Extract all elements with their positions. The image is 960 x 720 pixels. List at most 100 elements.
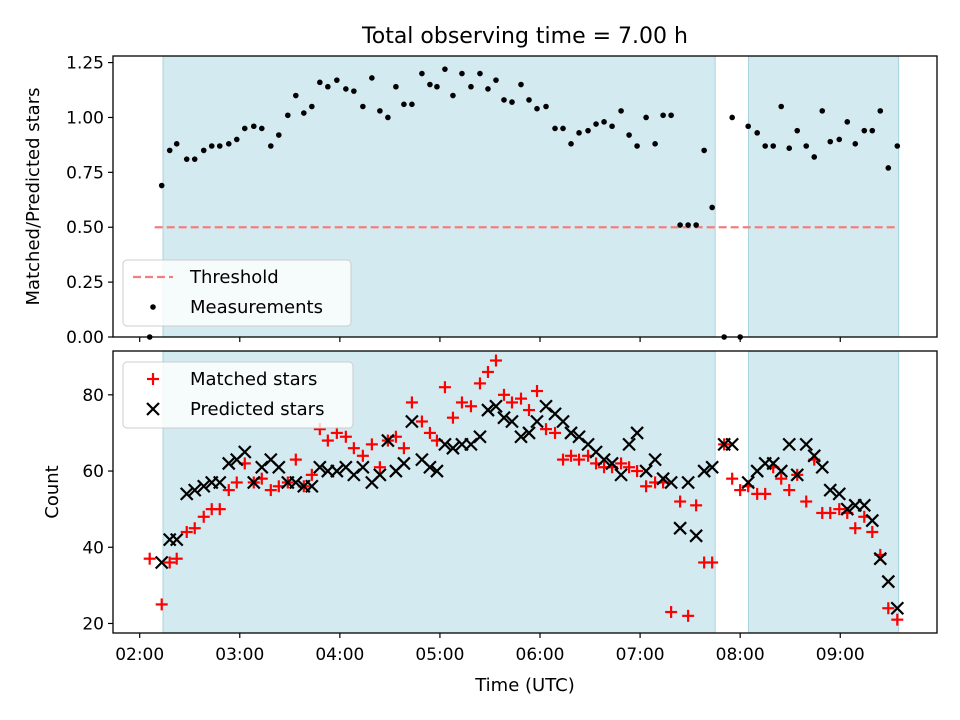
predicted-star-point bbox=[857, 498, 872, 513]
matched-star-point bbox=[339, 430, 352, 443]
measurement-point bbox=[276, 132, 282, 138]
chart-title: Total observing time = 7.00 h bbox=[361, 24, 688, 49]
measurement-point bbox=[869, 127, 876, 134]
measurement-point bbox=[652, 141, 658, 147]
top-legend-box bbox=[122, 259, 352, 327]
predicted-star-point bbox=[481, 403, 495, 417]
measurement-point bbox=[601, 119, 607, 125]
predicted-star-point bbox=[673, 521, 687, 535]
matched-star-point bbox=[800, 495, 813, 508]
x-axis-label: Time (UTC) bbox=[474, 675, 575, 696]
top-panel: 0.00 0.25 0.50 0.75 1.00 1.25 Matched/Predict… bbox=[23, 54, 938, 348]
measurement-point bbox=[301, 110, 307, 116]
legend-measurements-label: Measurements bbox=[190, 297, 323, 318]
predicted-star-point bbox=[489, 399, 503, 414]
measurement-point bbox=[618, 108, 624, 114]
matched-star-point bbox=[347, 442, 360, 455]
predicted-star-point bbox=[373, 468, 387, 482]
measurement-point bbox=[861, 127, 868, 134]
predicted-star-point bbox=[614, 468, 628, 482]
predicted-star-point bbox=[330, 464, 344, 478]
matched-star-point bbox=[631, 465, 644, 478]
x-tick-label: 07:00 bbox=[616, 645, 665, 665]
top-y-axis-label: Matched/Predicted stars bbox=[23, 88, 44, 306]
predicted-star-point bbox=[169, 532, 184, 547]
predicted-star-point bbox=[873, 551, 888, 566]
measurement-point bbox=[501, 97, 507, 103]
measurement-point bbox=[450, 92, 456, 99]
predicted-star-point bbox=[799, 437, 814, 452]
x-tick-label: 09:00 bbox=[816, 645, 865, 665]
measurement-point bbox=[191, 156, 198, 162]
predicted-star-point bbox=[237, 445, 252, 459]
y-tick-label: 0.00 bbox=[66, 328, 104, 348]
predicted-star-point bbox=[790, 468, 804, 482]
predicted-star-point bbox=[196, 479, 211, 494]
measurement-point bbox=[794, 127, 801, 134]
predicted-star-point bbox=[247, 475, 261, 490]
measurement-point bbox=[852, 141, 859, 147]
y-tick-label: 1.25 bbox=[66, 54, 104, 74]
measurement-point bbox=[442, 66, 448, 72]
measurement-point bbox=[317, 79, 323, 86]
top-x-ticks bbox=[139, 337, 841, 342]
measurement-point bbox=[434, 83, 440, 90]
measurement-point bbox=[493, 77, 499, 83]
matched-star-point bbox=[623, 461, 636, 474]
matched-star-point bbox=[330, 426, 343, 439]
bottom-y-axis: 20 40 60 80 bbox=[82, 386, 113, 634]
predicted-star-point bbox=[397, 456, 411, 471]
predicted-stars-points bbox=[154, 399, 905, 616]
measurement-point bbox=[762, 143, 768, 149]
predicted-star-point bbox=[505, 414, 519, 429]
predicted-star-point bbox=[272, 460, 286, 475]
predicted-star-point bbox=[381, 433, 395, 448]
measurement-point bbox=[325, 83, 331, 90]
matched-star-point bbox=[397, 442, 410, 455]
y-tick-label: 0.75 bbox=[66, 163, 104, 183]
predicted-star-point bbox=[656, 471, 670, 486]
matched-star-point bbox=[305, 468, 318, 481]
x-tick-label: 08:00 bbox=[716, 645, 765, 665]
matched-star-point bbox=[706, 556, 719, 569]
measurement-point bbox=[401, 101, 407, 108]
predicted-star-point bbox=[446, 441, 460, 455]
measurement-point bbox=[877, 108, 884, 114]
predicted-star-point bbox=[815, 460, 830, 475]
measurement-point bbox=[509, 99, 515, 105]
matched-star-point bbox=[734, 484, 747, 497]
measurement-point bbox=[668, 112, 674, 119]
predicted-star-point bbox=[514, 429, 528, 444]
predicted-star-point bbox=[430, 464, 444, 478]
legend-threshold-label: Threshold bbox=[189, 267, 279, 288]
matched-star-point bbox=[230, 476, 243, 489]
measurement-point bbox=[485, 86, 491, 92]
matched-star-point bbox=[356, 449, 369, 462]
matched-star-point bbox=[373, 461, 386, 474]
measurement-point bbox=[560, 125, 566, 132]
x-tick-label: 02:00 bbox=[115, 645, 164, 665]
matched-star-point bbox=[759, 487, 772, 500]
x-tick-label: 03:00 bbox=[215, 645, 264, 665]
matched-star-point bbox=[423, 426, 436, 439]
predicted-star-point bbox=[664, 475, 678, 490]
matched-star-point bbox=[682, 609, 695, 622]
predicted-star-point bbox=[522, 426, 536, 440]
measurement-point bbox=[526, 97, 532, 103]
measurement-point bbox=[241, 125, 248, 132]
x-tick-label: 05:00 bbox=[415, 645, 464, 665]
top-legend: Threshold Measurements bbox=[122, 259, 352, 327]
matched-star-point bbox=[866, 526, 879, 539]
predicted-star-point bbox=[782, 437, 796, 452]
bottom-shaded-bands bbox=[162, 350, 900, 634]
measurement-point bbox=[552, 125, 558, 132]
matched-star-point bbox=[170, 552, 183, 565]
legend-measurements-swatch bbox=[150, 304, 156, 310]
y-tick-label: 80 bbox=[82, 386, 104, 406]
measurement-point bbox=[844, 119, 851, 125]
predicted-star-point bbox=[556, 414, 570, 429]
matched-star-point bbox=[882, 602, 895, 615]
measurement-point bbox=[343, 86, 349, 92]
measurement-point bbox=[709, 204, 715, 211]
